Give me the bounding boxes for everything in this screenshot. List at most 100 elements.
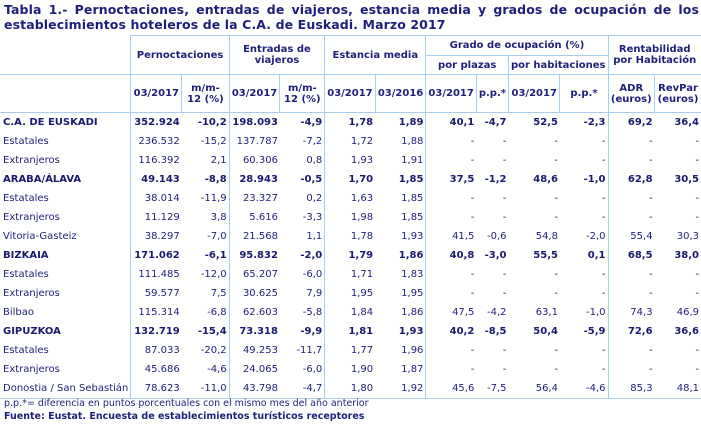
table-cell: 48,6 [533, 174, 558, 185]
table-cell: - [648, 269, 653, 280]
table-cell: 38,0 [674, 250, 699, 261]
table-cell: 60.306 [242, 155, 278, 166]
row-label: Estatales [0, 341, 132, 360]
table-cell: 1,78 [348, 117, 374, 128]
table-cell: -1,0 [559, 303, 609, 322]
header-pernoctaciones: Pernoctaciones [130, 35, 230, 75]
table-cell: - [559, 189, 609, 208]
table-cell: - [502, 212, 507, 223]
table-cell: -0,6 [486, 231, 507, 242]
table-cell: - [470, 288, 475, 299]
table-cell: 1,92 [375, 379, 427, 399]
row-label: Estatales [0, 265, 132, 284]
table-cell: - [695, 345, 699, 356]
table-cell: 1,85 [375, 208, 427, 227]
table-cell: 352.924 [134, 117, 180, 128]
table-cell: 132.719 [134, 326, 180, 337]
table-cell: - [695, 364, 699, 375]
header-pern-date: 03/2017 [130, 74, 183, 113]
header-est-2016: 03/2016 [374, 74, 427, 113]
table-cell: 1,86 [375, 246, 427, 265]
table-cell: 73.318 [239, 326, 278, 337]
table-cell: -6,0 [279, 360, 326, 379]
table-cell: 40,8 [449, 250, 475, 261]
table-cell: - [559, 341, 609, 360]
table-cell: 236.532 [138, 136, 180, 147]
table-cell: 43.798 [229, 379, 280, 399]
row-label: Bilbao [0, 303, 132, 322]
table-row: ARABA/ÁLAVA 49.143 -8,8 28.943 -0,5 1,70 1,85 3… [0, 170, 701, 189]
table-cell: - [648, 155, 653, 166]
header-blank [0, 35, 131, 75]
table-cell: -8,8 [181, 170, 230, 189]
table-cell: - [559, 360, 609, 379]
row-label: ARABA/ÁLAVA [0, 170, 132, 189]
table-row: Extranjeros 59.577 7,5 30.625 7,9 1,95 1,95- - -… [0, 284, 701, 303]
header-estancia: Estancia media [324, 35, 427, 75]
table-row: Bilbao 115.314 -6,8 62.603 -5,8 1,84 1,86 47,5-… [0, 303, 701, 322]
table-cell: - [554, 136, 558, 147]
table-cell: 1,80 [324, 379, 376, 399]
table-cell: -4,2 [486, 307, 507, 318]
table-cell: -12,0 [181, 265, 230, 284]
table-cell: - [695, 193, 699, 204]
table-cell: 49.143 [141, 174, 180, 185]
header-revpar: RevPar (euros) [654, 74, 701, 113]
table-cell: -1,2 [484, 174, 507, 185]
table-cell: 11.129 [144, 212, 180, 223]
table-cell: 1,78 [350, 231, 374, 242]
table-cell: 50,4 [533, 326, 558, 337]
source-note: Fuente: Eustat. Encuesta de establecimie… [4, 411, 365, 422]
table-cell: 1,63 [350, 193, 374, 204]
table-cell: -3,0 [484, 250, 507, 261]
table-cell: 1,79 [348, 250, 374, 261]
table-cell: 1,71 [350, 269, 374, 280]
table-cell: - [554, 345, 558, 356]
table-cell: 36,4 [674, 117, 699, 128]
table-cell: 48,1 [654, 379, 701, 399]
table-cell: 1,81 [348, 326, 374, 337]
table-cell: - [554, 364, 558, 375]
table-cell: 24.065 [242, 364, 278, 375]
table-cell: - [559, 151, 609, 170]
hotel-stats-table: Pernoctaciones Entradas de viajeros Esta… [0, 35, 701, 399]
table-cell: 1,93 [375, 227, 427, 246]
table-cell: - [695, 212, 699, 223]
table-cell: 0,1 [559, 246, 609, 265]
table-cell: 36,6 [674, 326, 699, 337]
table-cell: 85,3 [608, 379, 655, 399]
table-cell: 38.014 [144, 193, 180, 204]
row-label: Estatales [0, 132, 132, 151]
table-cell: - [470, 269, 475, 280]
table-cell: -4,9 [279, 112, 326, 132]
table-cell: 74,3 [630, 307, 653, 318]
table-cell: 1,84 [350, 307, 374, 318]
table-cell: -5,9 [559, 322, 609, 341]
table-row: Extranjeros 116.392 2,1 60.306 0,8 1,93 1,91- -… [0, 151, 701, 170]
table-cell: 68,5 [627, 250, 653, 261]
header-hab-date: 03/2017 [507, 74, 561, 113]
table-cell: 198.093 [232, 117, 278, 128]
table-cell: -4,7 [484, 117, 507, 128]
table-cell: 65.207 [242, 269, 278, 280]
table-cell: 0,2 [279, 189, 326, 208]
table-cell: -6,8 [181, 303, 230, 322]
table-cell: 116.392 [138, 155, 180, 166]
row-label: Estatales [0, 189, 132, 208]
table-row: Estatales 38.014 -11,9 23.327 0,2 1,63 1,85- - -… [0, 189, 701, 208]
table-cell: 41,5 [452, 231, 475, 242]
table-cell: -2,0 [559, 227, 609, 246]
table-cell: 23.327 [242, 193, 278, 204]
header-por-plazas: por plazas [425, 55, 509, 75]
table-cell: 1,98 [350, 212, 374, 223]
table-cell: - [470, 193, 475, 204]
row-label: BIZKAIA [0, 246, 132, 265]
table-cell: 7,9 [279, 284, 326, 303]
table-cell: 62,8 [627, 174, 653, 185]
row-label: Vitoria-Gasteiz [0, 227, 132, 246]
table-cell: 30.625 [242, 288, 278, 299]
table-cell: - [502, 136, 507, 147]
table-cell: -6,1 [181, 246, 230, 265]
row-label: Extranjeros [0, 284, 132, 303]
table-cell: 30,3 [676, 231, 699, 242]
